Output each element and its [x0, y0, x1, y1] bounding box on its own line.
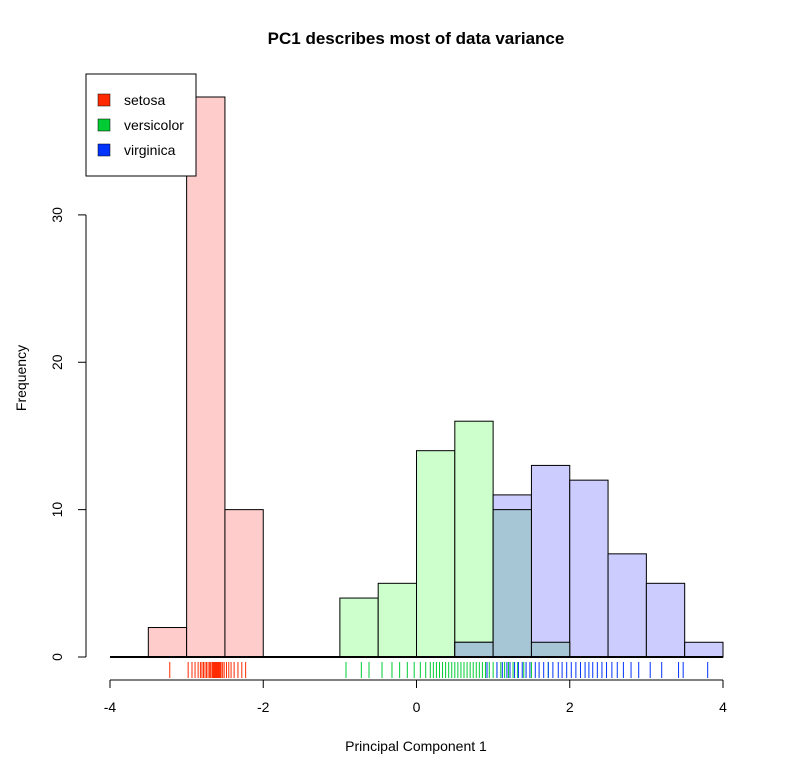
- legend-swatch-setosa: [97, 93, 111, 107]
- x-tick-label-2: 2: [566, 699, 574, 715]
- legend-label-setosa: setosa: [124, 92, 165, 108]
- legend-swatch-virginica: [97, 143, 111, 157]
- legend-swatch-versicolor: [97, 118, 111, 132]
- overlap-bar-3: [454, 641, 494, 658]
- setosa-bar-1: [186, 96, 226, 658]
- axes-layer: -4 -2 0 2 4 0 10 20 30: [49, 207, 727, 715]
- setosa-bar-2: [224, 509, 264, 658]
- x-tick-label-4: 4: [719, 699, 727, 715]
- virginica-bar-5: [645, 582, 686, 658]
- overlap-bar-5: [530, 641, 571, 658]
- x-tick-label--2: -2: [257, 699, 270, 715]
- virginica-bar-3: [569, 479, 609, 658]
- legend-label-virginica: virginica: [124, 142, 176, 158]
- virginica-bar-6: [684, 641, 724, 658]
- versicolor-bar-0: [339, 597, 379, 658]
- versicolor-bar-1: [377, 582, 417, 658]
- y-axis-label: Frequency: [13, 345, 29, 411]
- bars-layer: [110, 96, 724, 658]
- y-tick-label-10: 10: [49, 502, 65, 518]
- overlap-bar-4: [492, 509, 532, 658]
- versicolor-bar-3: [454, 420, 494, 658]
- y-tick-label-20: 20: [49, 354, 65, 370]
- x-tick-label--4: -4: [104, 699, 117, 715]
- y-tick-label-30: 30: [49, 207, 65, 223]
- versicolor-bar-2: [416, 450, 456, 658]
- x-tick-label-0: 0: [413, 699, 421, 715]
- setosa-bar-0: [147, 627, 188, 658]
- virginica-bar-4: [607, 553, 647, 658]
- y-tick-label-0: 0: [49, 653, 65, 661]
- x-axis-label: Principal Component 1: [345, 738, 487, 754]
- virginica-bar-2: [530, 464, 571, 658]
- legend: setosa versicolor virginica: [85, 73, 197, 177]
- rug-layer: [169, 662, 709, 678]
- chart-title: PC1 describes most of data variance: [268, 29, 565, 48]
- legend-label-versicolor: versicolor: [124, 117, 184, 133]
